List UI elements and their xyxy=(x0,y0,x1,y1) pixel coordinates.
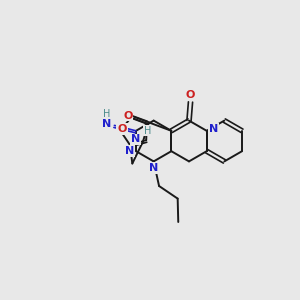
Text: N: N xyxy=(149,163,158,173)
Text: H: H xyxy=(103,109,111,119)
Text: N: N xyxy=(131,134,140,145)
Text: O: O xyxy=(117,124,127,134)
Text: N: N xyxy=(125,146,134,156)
Text: N: N xyxy=(208,124,218,134)
Text: N: N xyxy=(102,119,112,129)
Text: O: O xyxy=(186,90,195,100)
Text: O: O xyxy=(123,110,133,121)
Text: H: H xyxy=(144,125,151,136)
